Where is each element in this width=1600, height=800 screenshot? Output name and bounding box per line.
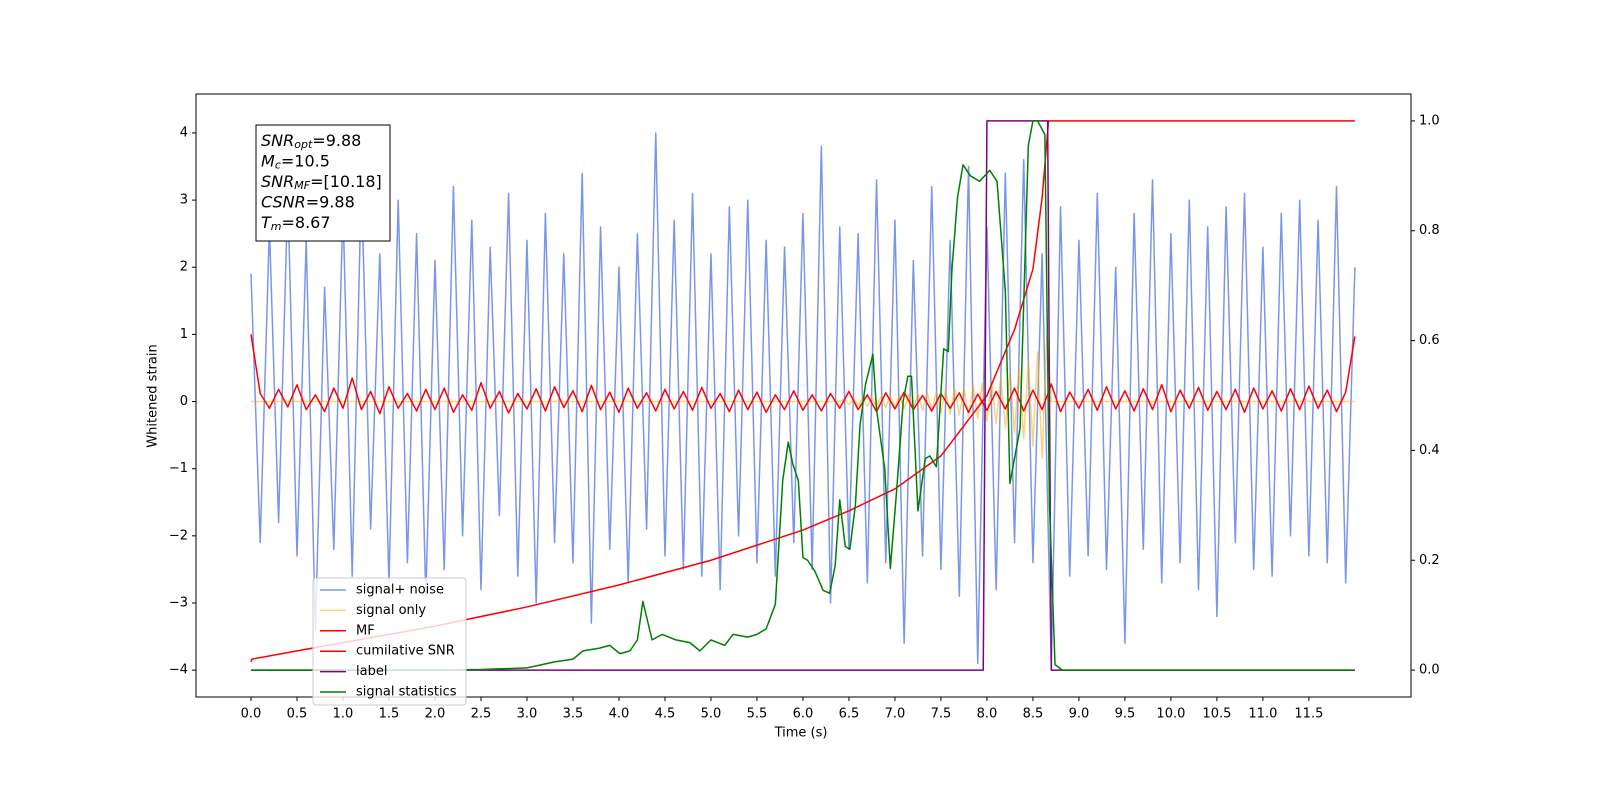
y-tick-label: −3 bbox=[169, 595, 188, 610]
x-tick-label: 0.0 bbox=[241, 707, 262, 722]
x-tick-label: 7.0 bbox=[885, 707, 906, 722]
legend-label: cumilative SNR bbox=[356, 644, 455, 659]
series-line bbox=[251, 334, 1355, 459]
annotation-value: =8.67 bbox=[282, 213, 331, 232]
annotation-symbol: CSNR bbox=[261, 192, 306, 211]
annotation-subscript: c bbox=[275, 159, 281, 172]
y2-tick-label: 0.8 bbox=[1419, 223, 1440, 238]
x-tick-label: 5.5 bbox=[747, 707, 768, 722]
x-tick-label: 6.0 bbox=[793, 707, 814, 722]
x-tick-label: 10.5 bbox=[1202, 707, 1231, 722]
x-tick-label: 8.5 bbox=[1023, 707, 1044, 722]
legend-label: MF bbox=[356, 623, 375, 638]
series-line bbox=[250, 334, 1356, 415]
x-tick-label: 4.5 bbox=[655, 707, 676, 722]
x-tick-label: 0.5 bbox=[287, 707, 308, 722]
x-tick-label: 11.0 bbox=[1248, 707, 1277, 722]
x-tick-label: 11.5 bbox=[1294, 707, 1323, 722]
y2-tick-label: 0.4 bbox=[1419, 443, 1440, 458]
x-tick-label: 10.0 bbox=[1156, 707, 1185, 722]
x-tick-label: 6.5 bbox=[839, 707, 860, 722]
y2-tick-label: 0.0 bbox=[1419, 663, 1440, 678]
x-tick-label: 4.0 bbox=[609, 707, 630, 722]
x-axis-label: Time (s) bbox=[774, 726, 828, 741]
y-tick-label: 3 bbox=[180, 193, 188, 208]
annotation-value: =10.5 bbox=[281, 151, 330, 170]
x-tick-label: 9.0 bbox=[1069, 707, 1090, 722]
series-line bbox=[250, 132, 1356, 671]
series-line bbox=[251, 120, 1355, 671]
annotation-symbol: M bbox=[261, 151, 275, 170]
legend: signal+ noise signal only MF cumilative SNR… bbox=[312, 577, 467, 706]
x-tick-label: 2.5 bbox=[471, 707, 492, 722]
axes-frame bbox=[195, 93, 1412, 698]
annotation: CSNR=9.88 bbox=[261, 192, 355, 211]
x-tick-label: 1.5 bbox=[379, 707, 400, 722]
x-tick-label: 8.0 bbox=[977, 707, 998, 722]
annotation-subscript: opt bbox=[294, 138, 313, 151]
legend-label: signal statistics bbox=[356, 685, 457, 700]
legend-frame bbox=[312, 577, 467, 706]
x-tick-label: 5.0 bbox=[701, 707, 722, 722]
annotation: SNRopt=9.88 bbox=[261, 131, 361, 152]
legend-label: signal only bbox=[356, 603, 426, 618]
annotation-frame bbox=[255, 124, 391, 242]
annotation-box: SNRopt=9.88Mc=10.5SNRMF=[10.18]CSNR=9.88… bbox=[255, 124, 391, 242]
annotation-value: =9.88 bbox=[312, 131, 361, 150]
annotation-value: =9.88 bbox=[306, 192, 355, 211]
annotation-symbol: SNR bbox=[261, 131, 294, 150]
y-tick-label: −1 bbox=[169, 461, 188, 476]
ticks: 0.0 0.5 1.0 1.5 2.0 2.5 3.0 3.5 4.0 4.5 5.0 5.5 6.0 6… bbox=[169, 113, 1440, 721]
annotation: Tm=8.67 bbox=[261, 213, 331, 234]
x-tick-label: 1.0 bbox=[333, 707, 354, 722]
y-tick-label: 1 bbox=[180, 327, 188, 342]
y-tick-label: 2 bbox=[180, 260, 188, 275]
annotation: SNRMF=[10.18] bbox=[261, 172, 382, 193]
annotation-symbol: T bbox=[261, 213, 272, 232]
annotation-symbol: SNR bbox=[261, 172, 294, 191]
y-tick-label: −4 bbox=[169, 663, 188, 678]
x-tick-label: 9.5 bbox=[1115, 707, 1136, 722]
y2-tick-label: 1.0 bbox=[1419, 113, 1440, 128]
legend-label: label bbox=[356, 664, 387, 679]
x-tick-label: 3.0 bbox=[517, 707, 538, 722]
y2-tick-label: 0.2 bbox=[1419, 553, 1440, 568]
legend-label: signal+ noise bbox=[356, 583, 444, 598]
y-tick-label: 0 bbox=[180, 394, 188, 409]
x-tick-label: 2.0 bbox=[425, 707, 446, 722]
annotation-subscript: m bbox=[271, 220, 282, 233]
y-axis-label: Whitened strain bbox=[146, 344, 161, 447]
y-tick-label: 4 bbox=[180, 125, 188, 140]
annotation-value: =[10.18] bbox=[310, 172, 382, 191]
x-tick-label: 7.5 bbox=[931, 707, 952, 722]
y2-tick-label: 0.6 bbox=[1419, 333, 1440, 348]
y-tick-label: −2 bbox=[169, 528, 188, 543]
annotation-subscript: MF bbox=[294, 179, 310, 192]
annotation: Mc=10.5 bbox=[261, 151, 330, 172]
x-tick-label: 3.5 bbox=[563, 707, 584, 722]
